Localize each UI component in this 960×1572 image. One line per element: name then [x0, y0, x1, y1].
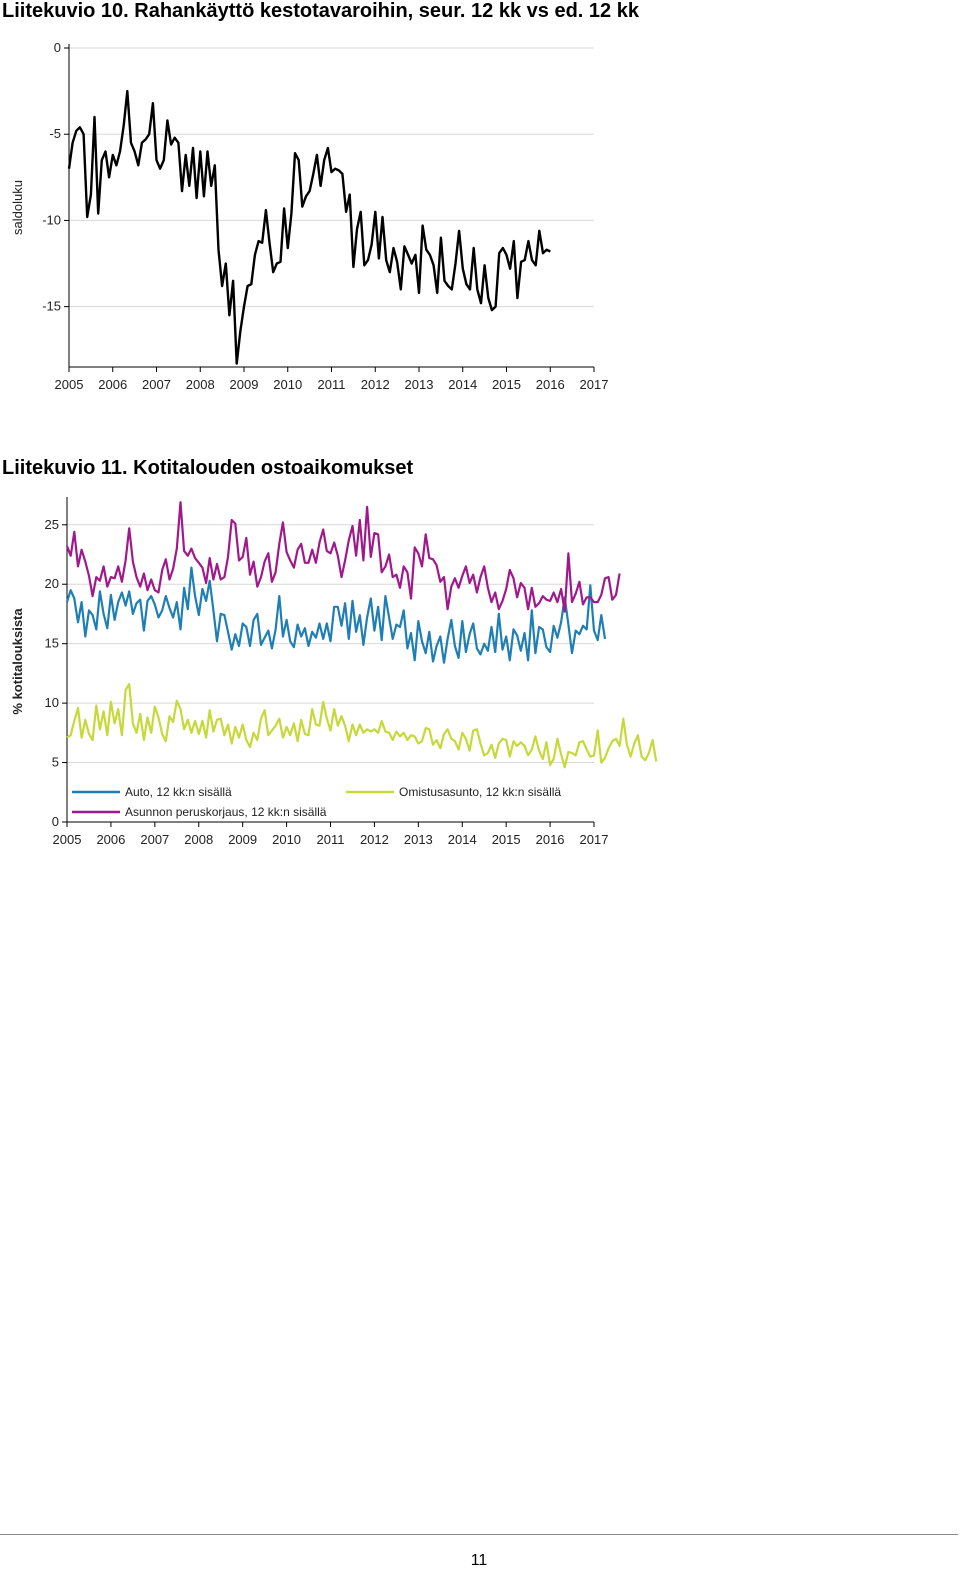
- x-tick-label: 2010: [273, 377, 302, 392]
- y-tick-label: 25: [45, 517, 59, 532]
- x-tick-label: 2005: [55, 377, 84, 392]
- chart-figure-10: 0 -5 -10 -15 2005 2006 2007 2008 2009 2010 2011 201…: [10, 40, 609, 392]
- series-line-1: [65, 501, 621, 613]
- chart-figure-11: 0 5 10 15 20 25 2005 2006 2007 2008 2009 2010 2011 20…: [10, 497, 658, 847]
- y-axis-title: % kotitalouksista: [10, 608, 25, 715]
- x-tick-label: 2013: [404, 832, 433, 847]
- y-tick-label: -10: [42, 212, 61, 227]
- x-tick-label: 2017: [580, 377, 609, 392]
- y-axis-title: saldoluku: [10, 180, 25, 235]
- x-tick-label: 2014: [448, 832, 477, 847]
- x-tick-label: 2012: [361, 377, 390, 392]
- x-tick-label: 2008: [184, 832, 213, 847]
- x-tick-label: 2011: [318, 377, 346, 392]
- y-tick-label: 0: [54, 40, 61, 55]
- y-tick-label: 5: [52, 755, 59, 770]
- x-tick-label: 2016: [536, 832, 565, 847]
- page-number: 11: [470, 1552, 488, 1569]
- x-tick-label: 2017: [580, 832, 609, 847]
- series-line-0: [65, 566, 607, 664]
- x-tick-label: 2015: [492, 832, 521, 847]
- x-tick-label: 2009: [230, 377, 259, 392]
- x-tick-label: 2012: [360, 832, 389, 847]
- y-tick-label: 0: [52, 814, 59, 829]
- y-tick-label: 15: [45, 636, 59, 651]
- x-tick-label: 2013: [405, 377, 434, 392]
- y-tick-label: 20: [45, 576, 59, 591]
- y-tick-label: 10: [45, 695, 59, 710]
- figure-10-title: Liitekuvio 10. Rahankäyttö kestotavaroih…: [2, 0, 639, 22]
- y-tick-label: -5: [49, 126, 61, 141]
- x-tick-label: 2009: [228, 832, 257, 847]
- x-tick-label: 2006: [96, 832, 125, 847]
- series-line-2: [66, 683, 658, 769]
- legend-label-2: Omistusasunto, 12 kk:n sisällä: [399, 785, 561, 799]
- footer-rule: [0, 1534, 958, 1535]
- x-tick-label: 2015: [492, 377, 521, 392]
- x-tick-label: 2014: [448, 377, 477, 392]
- legend-label-1: Asunnon peruskorjaus, 12 kk:n sisällä: [125, 805, 327, 819]
- y-tick-label: -15: [42, 299, 61, 314]
- x-tick-label: 2010: [272, 832, 301, 847]
- x-tick-label: 2007: [142, 377, 171, 392]
- figure-11-title: Liitekuvio 11. Kotitalouden ostoaikomuks…: [2, 457, 414, 479]
- x-tick-label: 2008: [186, 377, 215, 392]
- legend-label-0: Auto, 12 kk:n sisällä: [125, 785, 232, 799]
- x-tick-label: 2006: [98, 377, 127, 392]
- x-tick-label: 2016: [536, 377, 565, 392]
- x-tick-label: 2011: [317, 832, 345, 847]
- series-line-0: [67, 89, 551, 365]
- x-tick-label: 2007: [140, 832, 169, 847]
- x-tick-label: 2005: [53, 832, 82, 847]
